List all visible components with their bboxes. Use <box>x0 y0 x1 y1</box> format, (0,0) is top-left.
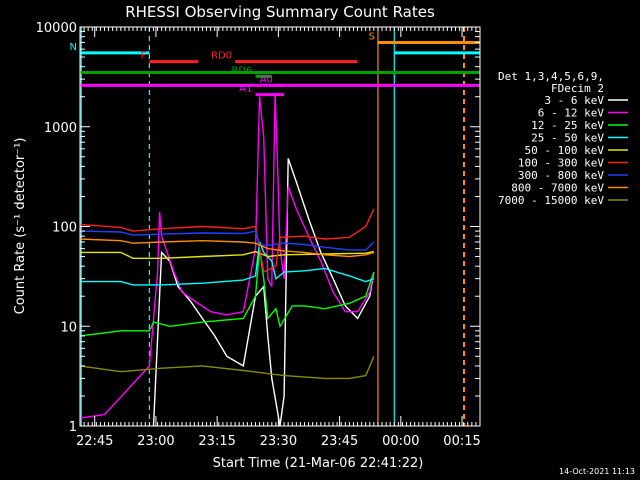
y-axis: 1 10 100 1000 10000 <box>36 21 480 435</box>
series-line-2 <box>79 248 375 337</box>
legend-label: 7000 - 15000 keV <box>498 194 604 207</box>
annotation-label: RD6 <box>231 65 252 76</box>
y-tick-label: 10000 <box>36 21 77 36</box>
annotation-label: N <box>70 42 77 53</box>
legend-label: 12 - 25 keV <box>531 119 604 132</box>
legend-header-line-2: FDecim 2 <box>551 82 604 95</box>
annotation-label: A0 <box>260 74 273 85</box>
x-tick-label: 00:15 <box>443 434 480 449</box>
legend-label: 800 - 7000 keV <box>511 182 604 195</box>
legend-label: 50 - 100 keV <box>525 144 605 157</box>
y-axis-label: Count Rate (s⁻¹ detector⁻¹) <box>13 138 28 315</box>
y-tick-label: 1000 <box>44 121 77 136</box>
annotation-label: S <box>369 31 375 42</box>
legend-label: 300 - 800 keV <box>518 169 604 182</box>
legend-label: 25 - 50 keV <box>531 132 604 145</box>
annotation-label: F <box>141 51 147 62</box>
x-axis: 22:45 23:00 23:15 23:30 23:45 00:00 00:15 <box>76 27 481 449</box>
x-tick-label: 22:45 <box>76 434 113 449</box>
x-tick-label: 23:15 <box>198 434 235 449</box>
series-line-4 <box>80 250 375 259</box>
y-tick-label: 1 <box>69 420 77 435</box>
x-axis-label: Start Time (21-Mar-06 22:41:22) <box>213 456 424 471</box>
chart-title: RHESSI Observing Summary Count Rates <box>125 3 435 21</box>
x-tick-label: 23:45 <box>321 434 358 449</box>
series-line-1 <box>79 92 375 419</box>
x-tick-label: 23:30 <box>260 434 297 449</box>
footer-date: 14-Oct-2021 11:13 <box>559 467 635 476</box>
series-group <box>79 92 375 427</box>
annotation-label: RD0 <box>211 51 232 62</box>
series-line-7 <box>79 238 375 258</box>
mode-annotations: N F RD0 RD6 A0 A1 S <box>70 31 480 97</box>
x-tick-label: 00:00 <box>382 434 419 449</box>
series-line-8 <box>79 356 375 380</box>
series-line-0 <box>152 158 375 427</box>
legend-label: 3 - 6 keV <box>544 94 604 107</box>
legend-header-line-1: Det 1,3,4,5,6,9, <box>498 70 604 83</box>
y-tick-label: 10 <box>60 320 77 335</box>
vertical-markers <box>80 27 466 426</box>
legend-label: 100 - 300 keV <box>518 157 604 170</box>
series-line-3 <box>80 241 375 286</box>
annotation-label: A1 <box>239 84 252 95</box>
series-line-5 <box>79 208 375 274</box>
legend-label: 6 - 12 keV <box>538 107 605 120</box>
x-tick-label: 23:00 <box>137 434 174 449</box>
y-tick-label: 100 <box>52 221 77 236</box>
